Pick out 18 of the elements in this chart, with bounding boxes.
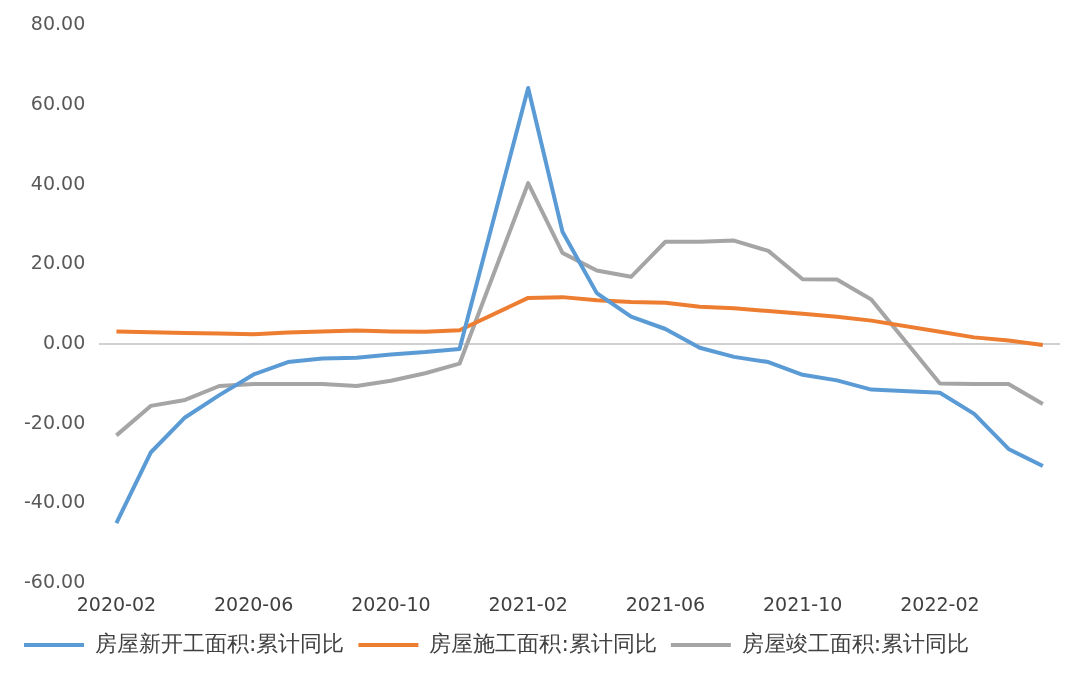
y-tick-label: 0.00 — [42, 331, 86, 354]
y-tick-label: 20.00 — [30, 251, 86, 274]
x-tick-label: 2020-06 — [213, 592, 294, 615]
x-tick-label: 2020-02 — [76, 592, 157, 615]
y-tick-label: 40.00 — [30, 171, 86, 194]
y-tick-label: -40.00 — [24, 490, 86, 513]
y-tick-label: -20.00 — [24, 410, 86, 433]
legend-label: 房屋竣工面积:累计同比 — [741, 630, 970, 656]
x-tick-label: 2020-10 — [351, 592, 431, 615]
x-tick-label: 2022-02 — [900, 592, 980, 615]
x-tick-label: 2021-02 — [488, 592, 568, 615]
x-tick-label: 2021-10 — [762, 592, 843, 615]
x-tick-label: 2021-06 — [625, 592, 706, 615]
y-tick-label: -60.00 — [24, 570, 86, 593]
y-tick-label: 80.00 — [30, 12, 86, 35]
legend-label: 房屋施工面积:累计同比 — [429, 630, 657, 656]
y-tick-label: 60.00 — [30, 92, 86, 115]
legend-label: 房屋新开工面积:累计同比 — [95, 630, 345, 656]
